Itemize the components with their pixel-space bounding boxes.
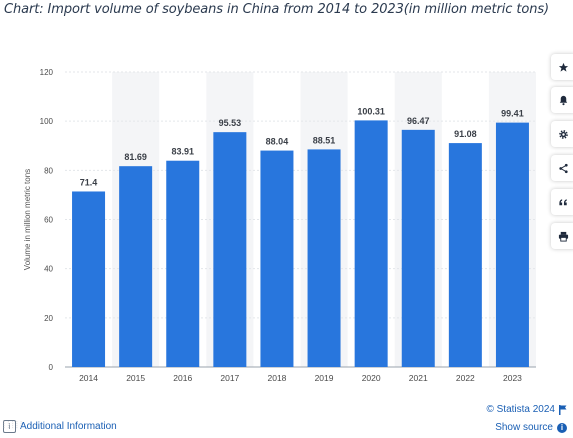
y-tick-label: 100 bbox=[40, 117, 54, 126]
favorite-button[interactable] bbox=[551, 54, 573, 80]
bar[interactable] bbox=[401, 129, 435, 367]
bar-value-label: 83.91 bbox=[171, 147, 194, 157]
x-tick-label: 2019 bbox=[315, 373, 334, 383]
bar-value-label: 88.04 bbox=[266, 137, 289, 147]
x-tick-label: 2018 bbox=[267, 373, 286, 383]
bar-value-label: 71.4 bbox=[80, 177, 98, 187]
notification-button[interactable] bbox=[551, 87, 573, 113]
bar[interactable] bbox=[260, 150, 294, 367]
share-icon bbox=[558, 163, 568, 173]
x-tick-label: 2017 bbox=[220, 373, 239, 383]
x-tick-label: 2015 bbox=[126, 373, 145, 383]
settings-button[interactable] bbox=[551, 121, 573, 147]
x-tick-label: 2020 bbox=[362, 373, 381, 383]
x-tick-label: 2021 bbox=[409, 373, 428, 383]
additional-information-link[interactable]: i Additional Information bbox=[3, 418, 117, 434]
cite-button[interactable] bbox=[551, 189, 573, 215]
quote-icon bbox=[558, 198, 567, 205]
additional-information-label: Additional Information bbox=[20, 420, 117, 432]
bar-value-label: 88.51 bbox=[313, 135, 336, 145]
bar[interactable] bbox=[166, 160, 200, 367]
show-source-label: Show source bbox=[495, 422, 553, 433]
x-tick-label: 2016 bbox=[173, 373, 192, 383]
show-source-link[interactable]: Show source i bbox=[495, 422, 567, 433]
y-axis-label: Volume in million metric tons bbox=[23, 169, 32, 270]
x-tick-labels: 2014 2015 2016 2017 2018 2019 2020 2021 2022 2023 bbox=[79, 373, 522, 383]
source-info-icon: i bbox=[557, 422, 567, 433]
page-title: Chart: Import volume of soybeans in Chin… bbox=[4, 2, 549, 17]
x-tick-label: 2023 bbox=[503, 373, 522, 383]
bar[interactable] bbox=[495, 122, 529, 367]
share-button[interactable] bbox=[551, 155, 573, 181]
copyright-link[interactable]: © Statista 2024 bbox=[486, 404, 567, 415]
y-tick-label: 0 bbox=[49, 363, 54, 372]
bar-value-label: 95.53 bbox=[219, 118, 242, 128]
y-tick-label: 40 bbox=[44, 265, 53, 274]
x-tick-label: 2014 bbox=[79, 373, 98, 383]
bar-value-label: 96.47 bbox=[407, 116, 430, 126]
bar[interactable] bbox=[72, 191, 106, 367]
print-button[interactable] bbox=[551, 223, 573, 249]
print-icon bbox=[558, 231, 568, 242]
bar-value-label: 81.69 bbox=[124, 152, 147, 162]
y-tick-label: 60 bbox=[44, 216, 53, 225]
y-tick-label: 20 bbox=[44, 314, 53, 323]
x-tick-label: 2022 bbox=[456, 373, 475, 383]
info-icon: i bbox=[3, 419, 16, 433]
bar[interactable] bbox=[307, 149, 341, 367]
bell-icon bbox=[559, 95, 567, 105]
bar-value-label: 91.08 bbox=[454, 129, 477, 139]
y-tick-labels: 0 20 40 60 80 100 120 bbox=[40, 68, 54, 372]
bar-value-label: 99.41 bbox=[501, 109, 524, 119]
bar-value-labels: 71.4 81.69 83.91 95.53 88.04 88.51 100.31 96.47… bbox=[80, 106, 524, 187]
y-tick-label: 80 bbox=[44, 166, 53, 175]
gear-icon bbox=[558, 129, 568, 139]
copyright-label: © Statista 2024 bbox=[486, 404, 555, 415]
bars bbox=[72, 120, 529, 367]
bar-value-label: 100.31 bbox=[357, 106, 385, 116]
bar[interactable] bbox=[448, 143, 482, 367]
y-tick-label: 120 bbox=[40, 68, 54, 77]
flag-icon bbox=[559, 404, 567, 415]
bar[interactable] bbox=[119, 166, 153, 367]
star-icon bbox=[558, 62, 568, 72]
bar[interactable] bbox=[354, 120, 388, 367]
bar[interactable] bbox=[213, 132, 247, 367]
